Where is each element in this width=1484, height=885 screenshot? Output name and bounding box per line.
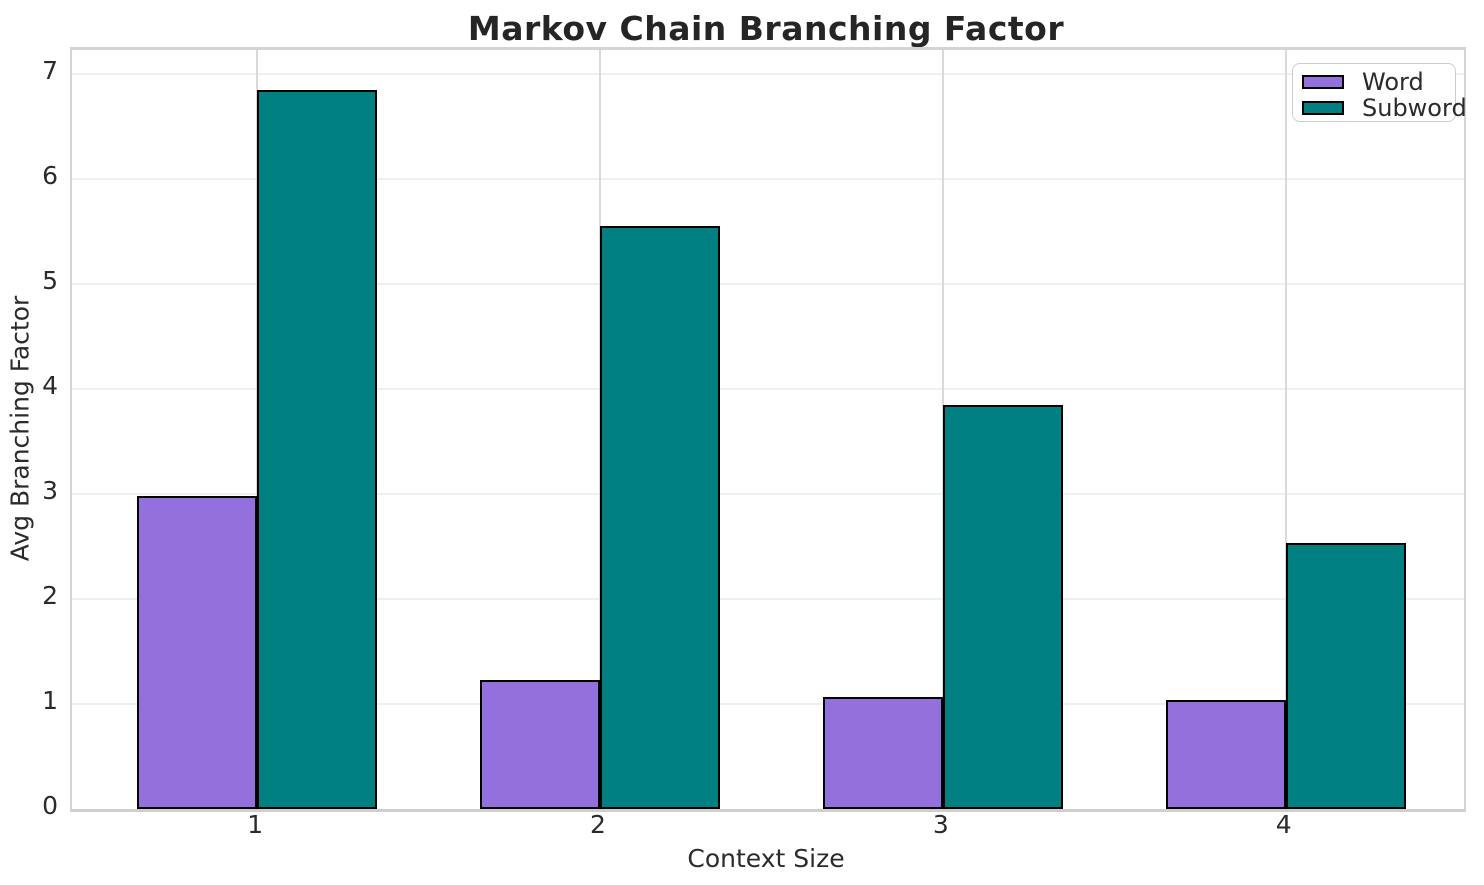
bar-subword-group-4 <box>1285 543 1406 809</box>
legend-swatch-word <box>1302 75 1344 89</box>
legend-item-subword: Subword <box>1302 95 1467 121</box>
plot-area <box>70 47 1466 812</box>
y-tick-label: 1 <box>42 686 58 716</box>
gridline-horizontal <box>72 493 1464 496</box>
y-tick-label: 3 <box>42 476 58 506</box>
bar-word-group-4 <box>1165 699 1286 809</box>
x-tick-label: 4 <box>1275 810 1292 839</box>
y-tick-label: 4 <box>42 371 58 401</box>
bar-word-group-3 <box>822 696 943 809</box>
gridline-horizontal <box>72 283 1464 286</box>
bar-subword-group-1 <box>257 89 378 809</box>
gridline-vertical <box>1284 50 1287 809</box>
y-tick-label: 2 <box>42 581 58 611</box>
legend-item-word: Word <box>1302 69 1455 95</box>
gridline-horizontal <box>72 598 1464 601</box>
bar-subword-group-3 <box>942 404 1063 809</box>
bar-word-group-2 <box>480 679 600 809</box>
y-tick-label: 0 <box>42 791 58 820</box>
legend: Word Subword <box>1292 63 1467 122</box>
y-tick-label: 6 <box>42 161 58 191</box>
bar-word-group-1 <box>137 496 258 809</box>
y-tick-label: 7 <box>42 56 58 86</box>
bar-subword-group-2 <box>600 226 720 809</box>
x-tick-label: 1 <box>247 810 264 839</box>
gridline-horizontal <box>72 178 1464 181</box>
chart-title: Markov Chain Branching Factor <box>467 9 1065 48</box>
legend-label-subword: Subword <box>1362 94 1467 122</box>
gridline-horizontal <box>72 388 1464 391</box>
legend-label-word: Word <box>1362 68 1424 96</box>
x-axis-label: Context Size <box>687 844 845 873</box>
x-tick-label: 3 <box>932 810 949 839</box>
legend-swatch-subword <box>1302 101 1344 115</box>
gridline-horizontal <box>72 73 1464 76</box>
x-tick-label: 2 <box>590 810 606 839</box>
gridline-horizontal <box>72 703 1464 706</box>
y-tick-label: 5 <box>42 266 58 296</box>
